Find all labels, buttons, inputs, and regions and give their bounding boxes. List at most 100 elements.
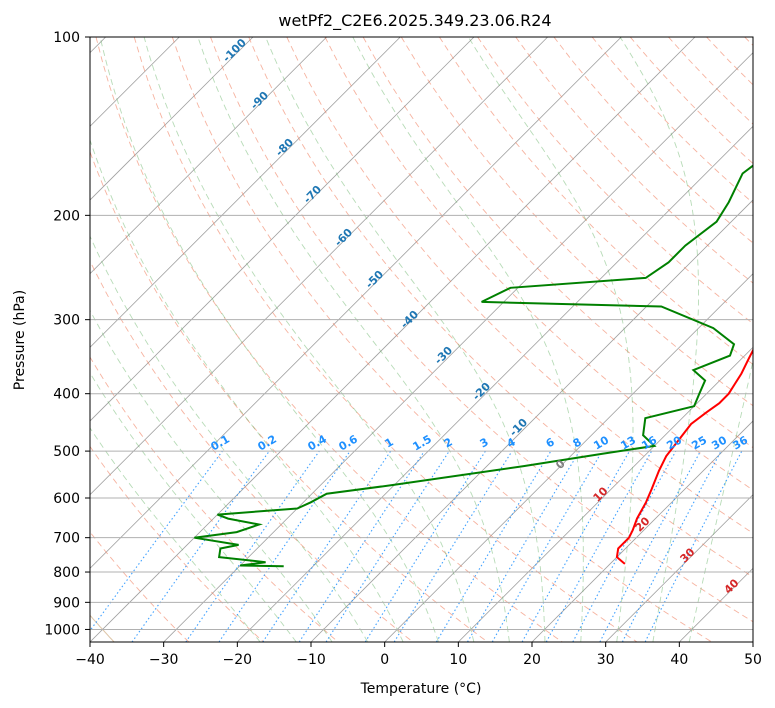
dewpoint-profile bbox=[194, 164, 753, 568]
mixing-ratio-label: 30 bbox=[709, 433, 729, 452]
dry-adiabat-label: -90 bbox=[248, 89, 271, 112]
dry-adiabat-line bbox=[90, 150, 488, 642]
isotherm-line bbox=[90, 37, 401, 348]
moist-adiabat-label: 20 bbox=[633, 514, 653, 534]
dry-adiabat-label: -70 bbox=[301, 183, 324, 206]
x-tick-label: 10 bbox=[449, 652, 467, 668]
dry-adiabat-label: -40 bbox=[398, 308, 421, 331]
y-tick-label: 600 bbox=[53, 491, 80, 507]
mixing-ratio-line bbox=[644, 450, 743, 642]
y-tick-label: 400 bbox=[53, 387, 80, 403]
x-tick-label: −10 bbox=[296, 652, 326, 668]
moist-adiabat-line bbox=[143, 37, 475, 642]
isotherm-line bbox=[237, 125, 753, 642]
dry-adiabat-line bbox=[171, 37, 712, 642]
isotherm-line bbox=[90, 37, 327, 275]
y-tick-label: 800 bbox=[53, 565, 80, 581]
moist-adiabat-line bbox=[90, 138, 404, 642]
x-tick-label: −20 bbox=[223, 652, 253, 668]
mixing-ratio-label: 8 bbox=[571, 435, 584, 450]
mixing-ratio-line bbox=[325, 450, 450, 642]
mixing-ratio-label: 0.2 bbox=[256, 432, 279, 453]
isotherm-line bbox=[458, 346, 753, 642]
x-tick-label: 20 bbox=[523, 652, 541, 668]
mixing-ratio-line bbox=[393, 450, 513, 642]
x-axis-label: Temperature (°C) bbox=[360, 681, 482, 697]
mixing-ratio-label: 3 bbox=[478, 435, 491, 450]
isotherm-line bbox=[90, 37, 696, 642]
y-tick-label: 900 bbox=[53, 595, 80, 611]
moist-adiabat-line bbox=[352, 37, 584, 642]
dry-adiabat-label: -100 bbox=[220, 36, 249, 65]
dry-adiabat-line bbox=[248, 37, 753, 578]
dry-adiabat-line bbox=[706, 37, 753, 86]
dry-adiabat-line bbox=[553, 37, 753, 244]
x-tick-label: 0 bbox=[380, 652, 389, 668]
moist-adiabat-line bbox=[467, 37, 634, 642]
mixing-ratio-line bbox=[435, 450, 552, 642]
mixing-ratio-label: 0.1 bbox=[209, 432, 232, 453]
mixing-ratio-line bbox=[185, 450, 320, 642]
dry-adiabat-line bbox=[286, 37, 753, 534]
dry-adiabat-line bbox=[439, 37, 753, 365]
dry-adiabat-label: -80 bbox=[273, 136, 296, 159]
isotherm-line bbox=[384, 273, 753, 642]
mixing-ratio-line bbox=[599, 450, 701, 642]
x-tick-label: 40 bbox=[670, 652, 688, 668]
moist-adiabat-label: 40 bbox=[722, 576, 742, 596]
mixing-ratio-line bbox=[572, 450, 677, 642]
moist-adiabat-line bbox=[619, 37, 699, 642]
mixing-ratio-label: 10 bbox=[591, 433, 611, 452]
moist-adiabat-line bbox=[265, 37, 546, 642]
plot-clip-group bbox=[90, 37, 753, 642]
dry-adiabat-line bbox=[90, 531, 190, 642]
moist-adiabat-line bbox=[90, 427, 261, 642]
dry-adiabat-line bbox=[477, 37, 753, 325]
dry-adiabat-line bbox=[133, 37, 638, 642]
dry-adiabat-label: -60 bbox=[332, 226, 355, 249]
moist-adiabat-label: 30 bbox=[678, 545, 698, 565]
mixing-ratio-label: 0.6 bbox=[337, 432, 361, 453]
isotherm-line bbox=[163, 52, 753, 642]
mixing-ratio-label: 6 bbox=[544, 435, 557, 450]
mixing-ratio-line bbox=[262, 450, 392, 642]
mixing-ratio-line bbox=[545, 450, 653, 642]
isotherm-line bbox=[605, 494, 753, 642]
isotherm-line bbox=[90, 37, 548, 496]
isotherm-line bbox=[90, 37, 622, 569]
moist-adiabat-line bbox=[90, 372, 297, 642]
temperature-profile bbox=[615, 348, 753, 565]
dry-adiabat-line bbox=[90, 445, 264, 642]
plot-frame bbox=[89, 36, 754, 643]
dry-adiabat-label: -20 bbox=[470, 380, 493, 403]
y-axis-label: Pressure (hPa) bbox=[12, 290, 28, 390]
mixing-ratio-line bbox=[90, 450, 223, 632]
dry-adiabat-label: -50 bbox=[363, 268, 386, 291]
mixing-ratio-label: 36 bbox=[730, 433, 750, 452]
chart-title: wetPf2_C2E6.2025.349.23.06.R24 bbox=[278, 11, 551, 31]
mixing-ratio-line bbox=[298, 450, 425, 642]
moist-adiabat-line bbox=[90, 235, 369, 642]
dry-adiabat-line bbox=[210, 37, 753, 623]
isotherm-line bbox=[531, 420, 753, 642]
dry-adiabat-line bbox=[324, 37, 753, 491]
mixing-ratio-label: 1.5 bbox=[411, 432, 434, 453]
moist-adiabat-line bbox=[197, 37, 510, 642]
mixing-ratio-label: 1 bbox=[383, 435, 396, 450]
isotherm-line bbox=[752, 641, 753, 642]
mixing-ratio-label: 25 bbox=[689, 434, 709, 453]
moist-adiabat-line bbox=[688, 358, 753, 642]
moist-adiabat-line bbox=[99, 37, 439, 642]
mixing-ratio-line bbox=[218, 450, 351, 642]
moist-adiabat-line bbox=[90, 309, 333, 642]
y-tick-label: 1000 bbox=[44, 622, 80, 638]
isotherm-line bbox=[90, 37, 475, 422]
y-tick-label: 500 bbox=[53, 444, 80, 460]
moist-adiabat-label: 10 bbox=[591, 484, 611, 504]
dry-adiabat-line bbox=[90, 259, 414, 642]
mixing-ratio-line bbox=[131, 450, 270, 642]
y-tick-label: 200 bbox=[53, 208, 80, 224]
y-tick-label: 300 bbox=[53, 313, 80, 329]
dry-adiabat-line bbox=[90, 356, 339, 642]
